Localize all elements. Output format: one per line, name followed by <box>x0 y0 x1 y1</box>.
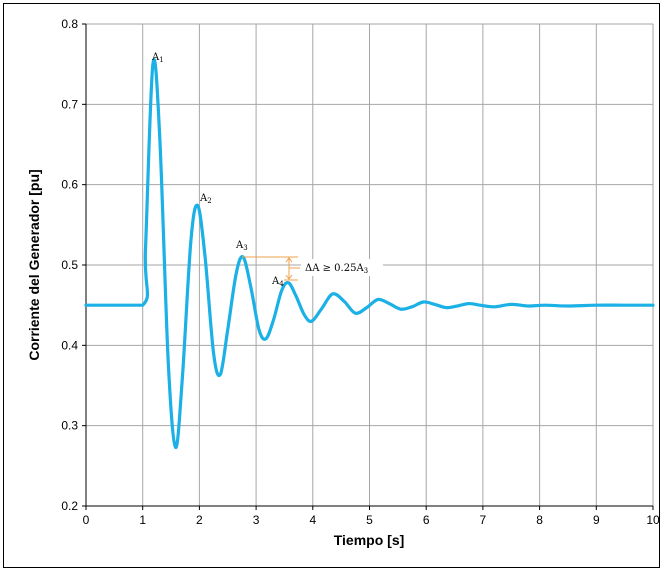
x-tick-label: 7 <box>480 513 487 527</box>
x-tick-label: 6 <box>423 513 430 527</box>
delta-arrow-down-head <box>285 274 293 280</box>
x-axis-ticks: 0 1 2 3 4 5 6 7 8 9 10 <box>83 513 660 527</box>
annotation-a3: A3 <box>235 240 248 252</box>
delta-arrow-up-head <box>285 257 293 263</box>
y-tick-label: 0.4 <box>61 338 78 352</box>
x-tick-label: 4 <box>309 513 316 527</box>
delta-marker <box>242 256 300 281</box>
criterion-label-background <box>301 259 383 276</box>
x-tick-label: 2 <box>196 513 203 527</box>
y-tick-label: 0.2 <box>61 499 78 513</box>
series-line-current <box>84 58 655 450</box>
chart-grid <box>82 23 654 510</box>
y-tick-label: 0.7 <box>61 97 78 111</box>
annotation-a2: A2 <box>199 193 212 205</box>
chart-frame <box>3 3 660 568</box>
x-tick-label: 9 <box>593 513 600 527</box>
y-tick-label: 0.3 <box>61 419 78 433</box>
x-tick-label: 5 <box>366 513 373 527</box>
x-tick-label: 8 <box>536 513 543 527</box>
x-axis-title: Tiempo [s] <box>334 532 405 548</box>
series-group <box>84 58 655 450</box>
y-tick-label: 0.6 <box>61 178 78 192</box>
y-tick-label: 0.5 <box>61 258 78 272</box>
x-tick-label: 3 <box>253 513 260 527</box>
x-tick-label: 0 <box>83 513 90 527</box>
y-tick-label: 0.8 <box>61 17 78 31</box>
y-axis-ticks: 0.2 0.3 0.4 0.5 0.6 0.7 0.8 <box>61 17 78 513</box>
annotation-a4: A4 <box>271 276 284 288</box>
x-tick-label: 10 <box>646 513 660 527</box>
x-tick-label: 1 <box>139 513 146 527</box>
annotation-a1: A1 <box>151 52 164 64</box>
annotation-criterion: ΔA ≥ 0.25A3 <box>305 263 368 275</box>
y-axis-title: Corriente del Generador [pu] <box>26 169 42 360</box>
